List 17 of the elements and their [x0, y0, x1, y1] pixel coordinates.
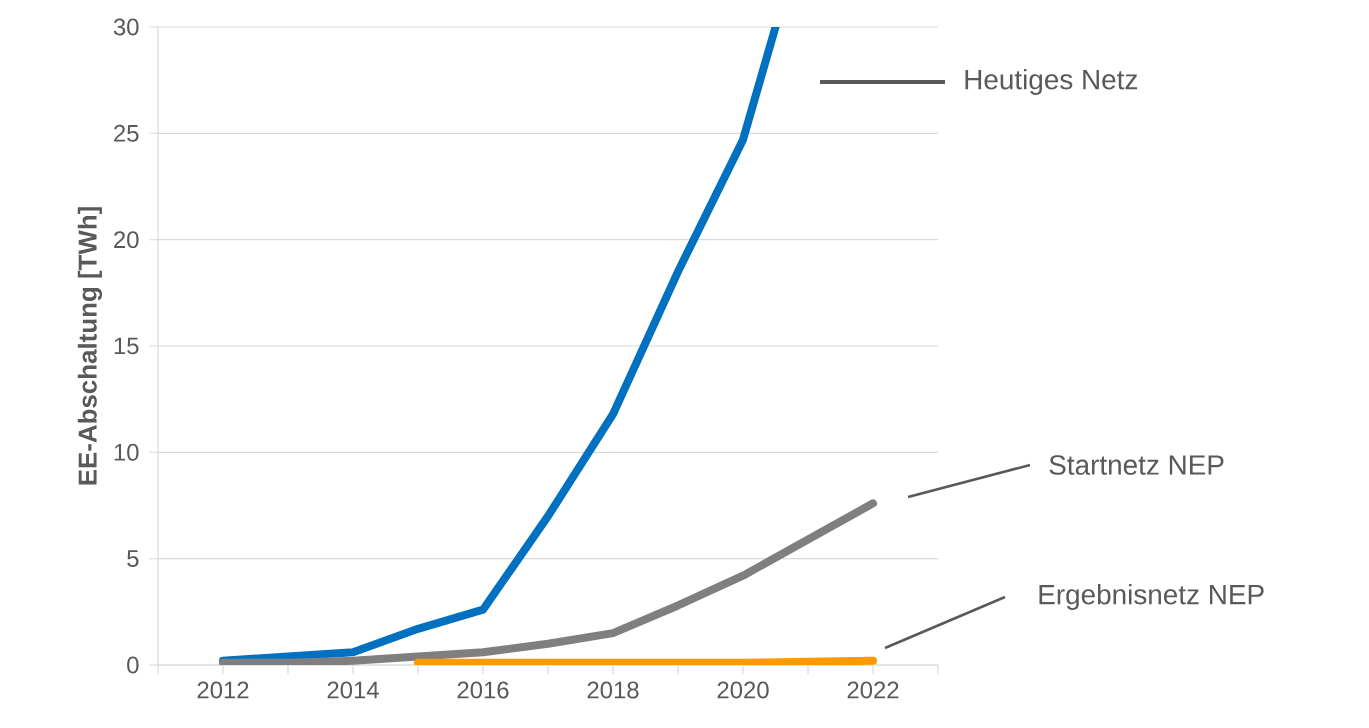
y-tick-label: 30: [113, 18, 139, 36]
y-tick-label: 20: [114, 231, 139, 249]
text: Heutiges Netz: [965, 69, 1137, 95]
y-tick-label: 0: [127, 656, 139, 674]
text: Ergebnisnetz NEP: [1039, 584, 1264, 610]
x-tick-label: 2016: [457, 681, 509, 699]
x-tick-label: 2022: [847, 681, 899, 699]
y-tick-label: 25: [114, 124, 139, 142]
y-tick-label: 10: [114, 443, 139, 461]
y-tick-label: 5: [127, 550, 139, 568]
y-axis-title: EE-Abschaltung [TWh]: [77, 207, 103, 485]
x-tick-label: 2018: [587, 681, 639, 699]
x-tick-label: 2014: [327, 681, 379, 699]
x-tick-label: 2020: [717, 681, 769, 699]
y-tick-label: 15: [114, 337, 139, 355]
text: Startnetz NEP: [1049, 455, 1224, 475]
x-tick-label: 2012: [197, 681, 249, 699]
